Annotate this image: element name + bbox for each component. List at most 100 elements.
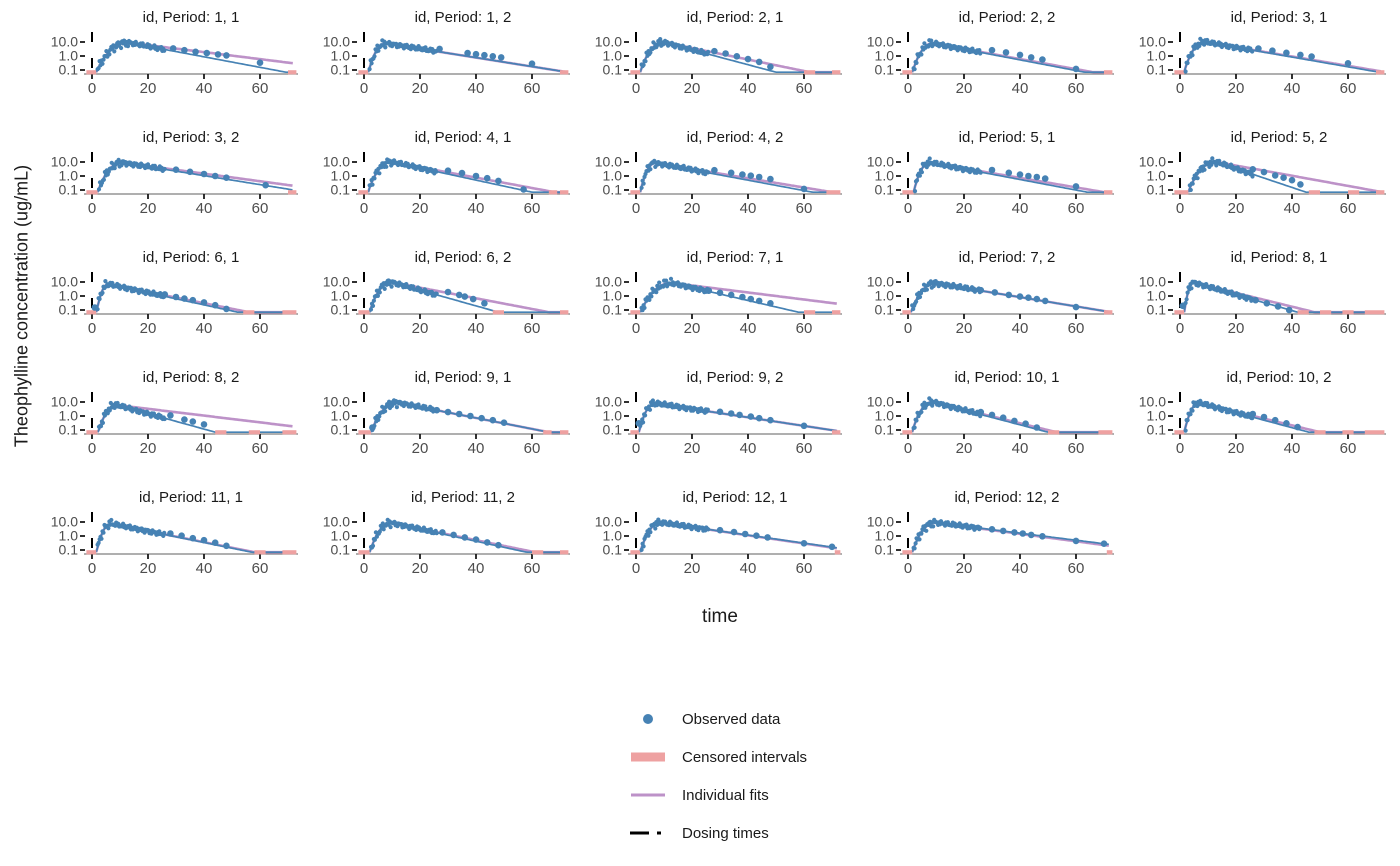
x-tick-label: 60 bbox=[1340, 440, 1357, 457]
observed-points-sparse bbox=[436, 45, 536, 67]
observed-points-sparse bbox=[635, 408, 808, 430]
x-tick-label: 20 bbox=[684, 80, 701, 97]
observed-line bbox=[911, 42, 1109, 74]
facet-panel: id, Period: 10, 2 10.0 1.0 0.1 0 20 40 60 bbox=[1128, 366, 1400, 486]
y-axis: 10.01.00.1 bbox=[51, 34, 85, 78]
facet-plot: id, Period: 9, 210.01.00.10 20 40 60 bbox=[595, 369, 842, 457]
y-tick-label: 10.0 bbox=[595, 34, 622, 50]
y-tick-label: 0.1 bbox=[603, 182, 623, 198]
x-tick-label: 0 bbox=[88, 200, 96, 217]
y-tick-label: 10.0 bbox=[595, 274, 622, 290]
x-tick-label: 0 bbox=[360, 200, 368, 217]
individual-fit-line bbox=[910, 400, 1109, 434]
y-tick-label: 1.0 bbox=[59, 288, 79, 304]
y-tick-label: 10.0 bbox=[595, 154, 622, 170]
observed-points-dense bbox=[911, 38, 983, 72]
x-axis: 0 20 40 60 bbox=[1172, 433, 1386, 457]
x-tick-label: 20 bbox=[1228, 440, 1245, 457]
observed-points-sparse bbox=[91, 291, 230, 313]
y-axis: 10.01.00.1 bbox=[51, 394, 85, 438]
x-tick-label: 60 bbox=[1068, 80, 1085, 97]
x-tick-label: 0 bbox=[1176, 440, 1184, 457]
x-tick-label: 60 bbox=[524, 80, 541, 97]
observed-points-dense bbox=[96, 400, 167, 429]
x-tick-label: 60 bbox=[252, 560, 269, 577]
facet-plot: id, Period: 10, 210.01.00.10 20 40 60 bbox=[1139, 369, 1386, 457]
y-tick-label: 0.1 bbox=[1147, 182, 1167, 198]
x-tick-label: 20 bbox=[1228, 320, 1245, 337]
x-axis: 0 20 40 60 bbox=[628, 553, 842, 577]
x-tick-label: 40 bbox=[1012, 200, 1029, 217]
x-tick-label: 60 bbox=[796, 440, 813, 457]
y-tick-label: 0.1 bbox=[603, 542, 623, 558]
y-tick-label: 0.1 bbox=[875, 302, 895, 318]
x-axis: 0 20 40 60 bbox=[628, 313, 842, 337]
y-tick-label: 0.1 bbox=[603, 422, 623, 438]
y-tick-label: 1.0 bbox=[603, 48, 623, 64]
x-tick-label: 60 bbox=[524, 320, 541, 337]
x-tick-label: 40 bbox=[196, 80, 213, 97]
facet-strip-title: id, Period: 6, 2 bbox=[415, 249, 512, 266]
legend: Observed data Censored intervals Individ… bbox=[630, 700, 807, 852]
observed-points-sparse bbox=[705, 287, 774, 307]
y-tick-label: 10.0 bbox=[51, 274, 78, 290]
y-tick-label: 1.0 bbox=[1147, 288, 1167, 304]
facet-panel: id, Period: 8, 2 10.0 1.0 0.1 0 20 40 60 bbox=[40, 366, 312, 486]
x-tick-label: 20 bbox=[412, 560, 429, 577]
observed-points-dense bbox=[95, 38, 167, 72]
y-tick-label: 1.0 bbox=[875, 168, 895, 184]
observed-points-sparse bbox=[1255, 45, 1352, 67]
x-tick-label: 20 bbox=[956, 440, 973, 457]
observed-points-dense bbox=[1183, 398, 1255, 433]
x-tick-label: 20 bbox=[412, 440, 429, 457]
observed-points-sparse bbox=[167, 412, 208, 428]
facet-panel: id, Period: 8, 1 10.0 1.0 0.1 0 20 40 60 bbox=[1128, 246, 1400, 366]
x-tick-label: 40 bbox=[740, 200, 757, 217]
y-tick-label: 0.1 bbox=[875, 182, 895, 198]
x-axis: 0 20 40 60 bbox=[1172, 313, 1386, 337]
x-tick-label: 40 bbox=[740, 560, 757, 577]
x-tick-label: 20 bbox=[956, 200, 973, 217]
facet-strip-title: id, Period: 12, 2 bbox=[954, 489, 1059, 506]
facet-strip-title: id, Period: 2, 2 bbox=[959, 9, 1056, 26]
facet-plot: id, Period: 12, 110.01.00.10 20 40 60 bbox=[595, 489, 842, 577]
observed-points-dense bbox=[912, 156, 983, 194]
y-axis: 10.01.00.1 bbox=[323, 154, 357, 198]
observed-points-dense bbox=[367, 38, 439, 72]
facet-plot: id, Period: 10, 110.01.00.10 20 40 60 bbox=[867, 369, 1114, 457]
x-tick-label: 60 bbox=[524, 440, 541, 457]
x-tick-label: 20 bbox=[140, 440, 157, 457]
observed-points-sparse bbox=[711, 47, 774, 71]
dosing-time-dash-icon bbox=[630, 831, 661, 835]
x-tick-label: 40 bbox=[1012, 320, 1029, 337]
x-tick-label: 0 bbox=[632, 440, 640, 457]
y-axis: 10.01.00.1 bbox=[867, 34, 901, 78]
facet-panel: id, Period: 9, 1 10.0 1.0 0.1 0 20 40 60 bbox=[312, 366, 584, 486]
y-axis: 10.01.00.1 bbox=[51, 154, 85, 198]
y-tick-label: 10.0 bbox=[51, 394, 78, 410]
x-tick-label: 0 bbox=[360, 320, 368, 337]
facet-plot: id, Period: 8, 110.01.00.10 20 40 60 bbox=[1139, 249, 1386, 337]
x-tick-label: 60 bbox=[1340, 200, 1357, 217]
x-tick-label: 60 bbox=[252, 200, 269, 217]
observed-points-dense bbox=[911, 396, 983, 431]
y-tick-label: 0.1 bbox=[875, 542, 895, 558]
y-tick-label: 0.1 bbox=[1147, 422, 1167, 438]
facet-panel: id, Period: 11, 1 10.0 1.0 0.1 0 20 40 60 bbox=[40, 486, 312, 606]
x-tick-label: 0 bbox=[632, 200, 640, 217]
x-tick-label: 40 bbox=[196, 320, 213, 337]
y-tick-label: 1.0 bbox=[59, 408, 79, 424]
y-tick-label: 1.0 bbox=[59, 168, 79, 184]
facet-panel: id, Period: 1, 1 10.0 1.0 0.1 0 20 40 60 bbox=[40, 6, 312, 126]
x-tick-label: 40 bbox=[740, 320, 757, 337]
facet-plot: id, Period: 1, 210.01.00.10 20 40 60 bbox=[323, 9, 570, 97]
x-tick-label: 0 bbox=[88, 560, 96, 577]
observed-points-sparse bbox=[977, 408, 1041, 431]
observed-points-sparse bbox=[988, 46, 1080, 73]
y-tick-label: 10.0 bbox=[867, 154, 894, 170]
y-tick-label: 10.0 bbox=[1139, 274, 1166, 290]
x-tick-label: 0 bbox=[88, 320, 96, 337]
censored-interval-bar-icon bbox=[631, 752, 665, 762]
x-axis: 0 20 40 60 bbox=[628, 193, 842, 217]
y-axis: 10.01.00.1 bbox=[867, 154, 901, 198]
